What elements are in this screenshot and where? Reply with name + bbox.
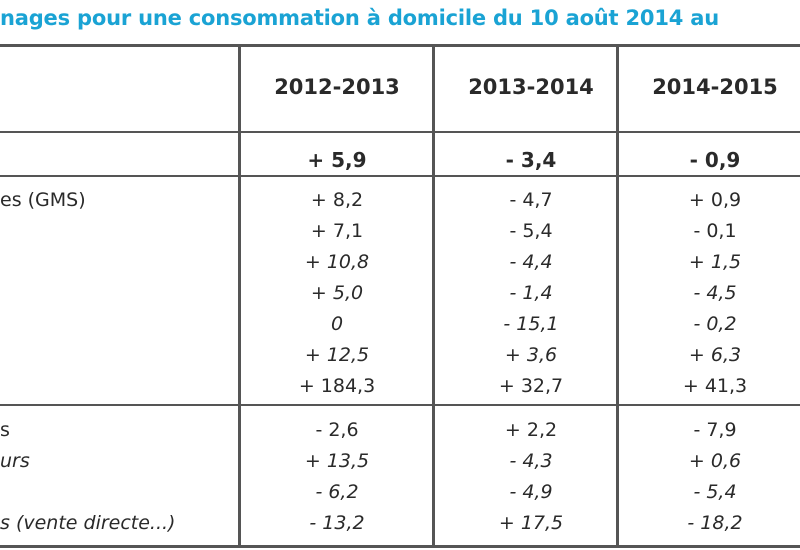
column-header-2012-2013: 2012-2013	[274, 75, 400, 99]
table-cell: - 4,7	[509, 189, 553, 211]
total-cell: - 0,9	[689, 148, 741, 172]
table-cell: - 5,4	[509, 220, 553, 242]
column-divider	[432, 47, 435, 545]
row-label: urs	[0, 450, 30, 472]
table-cell: - 1,4	[509, 282, 553, 304]
table-cell: - 18,2	[687, 512, 743, 534]
table-cell: - 4,3	[509, 450, 553, 472]
column-header-2014-2015: 2014-2015	[652, 75, 778, 99]
table-cell: + 184,3	[298, 375, 376, 397]
table-cell: - 4,4	[509, 251, 553, 273]
table-cell: + 12,5	[304, 344, 370, 366]
table-cell: + 17,5	[498, 512, 564, 534]
table-cell: - 5,4	[693, 481, 737, 503]
column-divider	[238, 47, 241, 545]
table-cell: - 15,1	[503, 313, 559, 335]
table-cell: - 13,2	[309, 512, 365, 534]
table-cell: + 8,2	[310, 189, 364, 211]
table-cell: - 6,2	[315, 481, 359, 503]
row-label: es (GMS)	[0, 189, 86, 211]
table-cell: + 7,1	[310, 220, 364, 242]
table-cell: - 0,2	[693, 313, 737, 335]
row-label: s (vente directe...)	[0, 512, 176, 534]
table-cell: - 4,9	[509, 481, 553, 503]
table-cell: + 1,5	[688, 251, 742, 273]
column-header-2013-2014: 2013-2014	[468, 75, 594, 99]
table-cell: + 32,7	[498, 375, 564, 397]
table-cell: + 13,5	[304, 450, 370, 472]
column-divider	[616, 47, 619, 545]
table-cell: - 2,6	[315, 419, 359, 441]
table-cell: - 7,9	[693, 419, 737, 441]
table-cell: + 2,2	[504, 419, 558, 441]
header-divider	[0, 131, 800, 133]
table-cell: + 10,8	[304, 251, 370, 273]
table-cell: + 6,3	[688, 344, 742, 366]
table-cell: + 0,9	[688, 189, 742, 211]
data-table: 2012-2013 2013-2014 2014-2015 + 5,9 - 3,…	[0, 44, 800, 548]
total-divider	[0, 175, 800, 177]
table-cell: + 0,6	[688, 450, 742, 472]
table-cell: - 4,5	[693, 282, 737, 304]
total-cell: + 5,9	[307, 148, 367, 172]
group-divider	[0, 404, 800, 406]
table-cell: + 41,3	[682, 375, 748, 397]
row-label: s	[0, 419, 10, 441]
table-cell: 0	[330, 313, 344, 335]
table-cell: + 5,0	[310, 282, 364, 304]
total-cell: - 3,4	[505, 148, 557, 172]
table-cell: + 3,6	[504, 344, 558, 366]
table-cell: - 0,1	[693, 220, 737, 242]
table-title: nages pour une consommation à domicile d…	[0, 6, 719, 30]
